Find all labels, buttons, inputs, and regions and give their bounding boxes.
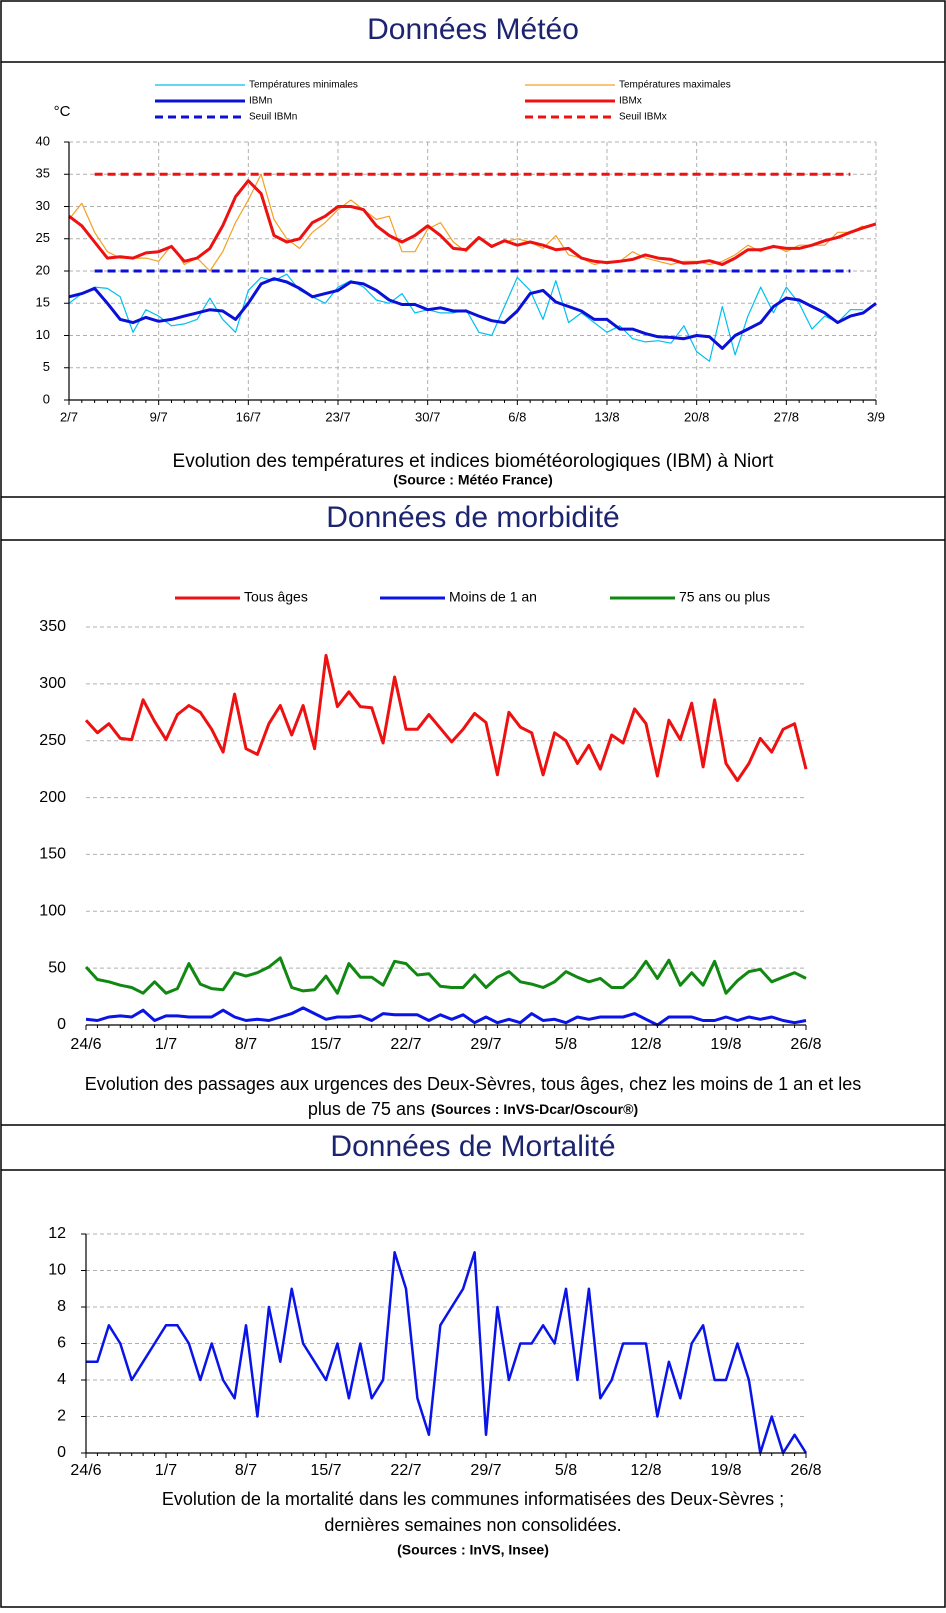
x-tick-label: 16/7 xyxy=(236,409,261,424)
x-tick-label: 23/7 xyxy=(325,409,350,424)
x-tick-label: 26/8 xyxy=(790,1036,821,1053)
x-tick-label: 29/7 xyxy=(470,1036,501,1053)
x-tick-label: 29/7 xyxy=(470,1462,501,1479)
x-tick-label: 27/8 xyxy=(774,409,799,424)
y-tick-label: 350 xyxy=(39,618,66,635)
y-tick-label: 200 xyxy=(39,789,66,806)
y-tick-label: 100 xyxy=(39,903,66,920)
legend-label: Températures maximales xyxy=(619,80,731,91)
x-tick-label: 8/7 xyxy=(235,1036,257,1053)
y-tick-label: 0 xyxy=(43,391,50,406)
caption: Evolution de la mortalité dans les commu… xyxy=(162,1489,784,1509)
caption-line: plus de 75 ans xyxy=(308,1099,425,1119)
y-tick-label: 30 xyxy=(36,198,50,213)
y-tick-label: 2 xyxy=(57,1408,66,1425)
x-tick-label: 12/8 xyxy=(630,1036,661,1053)
y-tick-label: 150 xyxy=(39,846,66,863)
series-line xyxy=(68,173,864,272)
y-tick-label: 50 xyxy=(48,959,66,976)
y-tick-label: 15 xyxy=(36,295,50,310)
x-tick-label: 19/8 xyxy=(710,1462,741,1479)
y-tick-label: 10 xyxy=(36,327,50,342)
series-line xyxy=(68,273,864,362)
y-axis-label: °C xyxy=(54,103,71,120)
x-tick-label: 13/8 xyxy=(594,409,619,424)
y-tick-label: 25 xyxy=(36,230,50,245)
legend-label: IBMn xyxy=(249,96,272,107)
caption: Evolution des passages aux urgences des … xyxy=(85,1074,861,1094)
x-tick-label: 5/8 xyxy=(555,1462,577,1479)
y-tick-label: 0 xyxy=(57,1016,66,1033)
x-tick-label: 12/8 xyxy=(630,1462,661,1479)
caption: Evolution des températures et indices bi… xyxy=(173,451,775,472)
section-title: Données de morbidité xyxy=(326,501,620,534)
y-tick-label: 40 xyxy=(36,133,50,148)
caption: dernières semaines non consolidées. xyxy=(324,1515,621,1535)
series-line xyxy=(68,179,877,266)
x-tick-label: 1/7 xyxy=(155,1462,177,1479)
y-tick-label: 0 xyxy=(57,1444,66,1461)
y-tick-label: 300 xyxy=(39,675,66,692)
y-tick-label: 5 xyxy=(43,359,50,374)
y-tick-label: 10 xyxy=(48,1262,66,1279)
source: (Sources : InVS, Insee) xyxy=(397,1542,549,1558)
x-tick-label: 5/8 xyxy=(555,1036,577,1053)
x-tick-label: 22/7 xyxy=(390,1462,421,1479)
x-tick-label: 19/8 xyxy=(710,1036,741,1053)
series-line xyxy=(84,956,807,995)
source: (Source : Météo France) xyxy=(393,472,552,488)
section-title: Données de Mortalité xyxy=(330,1130,615,1163)
x-tick-label: 26/8 xyxy=(790,1462,821,1479)
legend-label: 75 ans ou plus xyxy=(679,589,770,605)
x-tick-label: 15/7 xyxy=(310,1462,341,1479)
legend-label: Températures minimales xyxy=(249,80,358,91)
x-tick-label: 9/7 xyxy=(150,409,168,424)
series-line xyxy=(86,1251,808,1455)
y-tick-label: 250 xyxy=(39,732,66,749)
x-tick-label: 6/8 xyxy=(508,409,526,424)
legend-label: IBMx xyxy=(619,96,642,107)
x-tick-label: 8/7 xyxy=(235,1462,257,1479)
y-tick-label: 8 xyxy=(57,1298,66,1315)
y-tick-label: 12 xyxy=(48,1225,66,1242)
legend-label: Moins de 1 an xyxy=(449,589,537,605)
legend-label: Tous âges xyxy=(244,589,308,605)
y-tick-label: 35 xyxy=(36,166,50,181)
y-tick-label: 20 xyxy=(36,262,50,277)
legend-label: Seuil IBMx xyxy=(619,112,667,123)
x-tick-label: 24/6 xyxy=(70,1462,101,1479)
x-tick-label: 1/7 xyxy=(155,1036,177,1053)
x-tick-label: 15/7 xyxy=(310,1036,341,1053)
source: (Sources : InVS-Dcar/Oscour®) xyxy=(431,1101,638,1117)
x-tick-label: 30/7 xyxy=(415,409,440,424)
legend-label: Seuil IBMn xyxy=(249,112,297,123)
x-tick-label: 22/7 xyxy=(390,1036,421,1053)
x-tick-label: 2/7 xyxy=(60,409,78,424)
y-tick-label: 6 xyxy=(57,1335,66,1352)
x-tick-label: 3/9 xyxy=(867,409,885,424)
x-tick-label: 20/8 xyxy=(684,409,709,424)
section-title: Données Météo xyxy=(367,13,579,46)
series-line xyxy=(84,653,808,782)
caption: plus de 75 ans (Sources : InVS-Dcar/Oscou… xyxy=(308,1099,638,1119)
x-tick-label: 24/6 xyxy=(70,1036,101,1053)
series-line xyxy=(85,1006,807,1027)
y-tick-label: 4 xyxy=(57,1371,66,1388)
series-line xyxy=(68,277,877,350)
